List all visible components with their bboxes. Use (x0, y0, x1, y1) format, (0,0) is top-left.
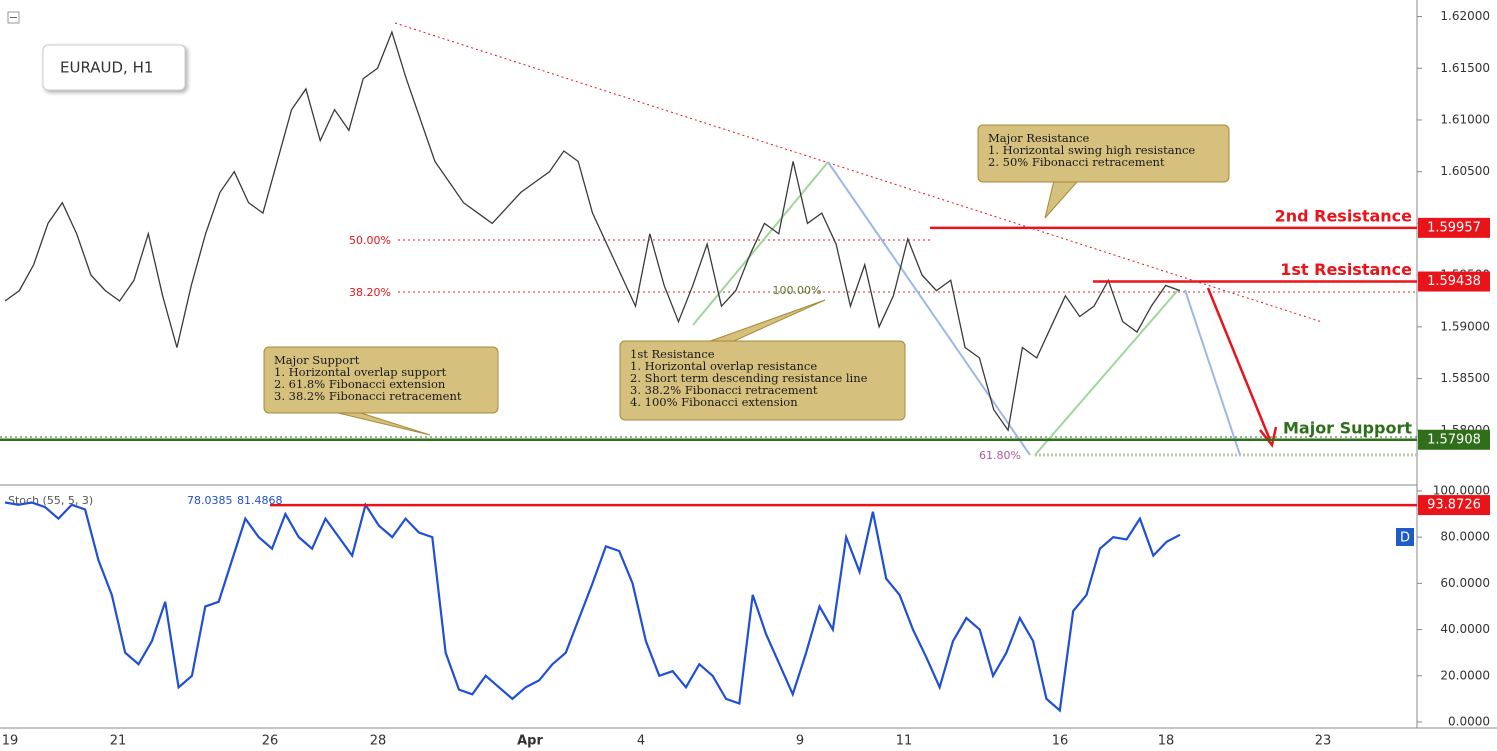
trend-line (394, 22, 1323, 323)
level-name: 1st Resistance (1280, 260, 1412, 279)
x-tick-label: 19 (2, 734, 19, 749)
y-tick-label: 20.0000 (1440, 668, 1490, 682)
x-tick-label: 4 (637, 734, 645, 749)
fib-label: 50.00% (349, 234, 391, 247)
callout-text: 1. Horizontal overlap support (274, 365, 447, 379)
y-tick-label: 1.61500 (1440, 61, 1490, 75)
fib-label: 38.20% (349, 286, 391, 299)
level-name: 2nd Resistance (1275, 206, 1413, 225)
y-tick-label: 1.61000 (1440, 112, 1490, 126)
callout-text: 1st Resistance (630, 347, 715, 361)
callout-box (263, 346, 499, 414)
x-tick-label: 26 (262, 734, 279, 749)
callout-text: Major Support (274, 353, 360, 367)
callout-text: 4. 100% Fibonacci extension (630, 395, 798, 409)
x-tick-label: 18 (1158, 734, 1175, 749)
x-tick-label: Apr (517, 734, 543, 749)
projection-arrow (1184, 289, 1241, 456)
forecast-arrow-head (1259, 426, 1278, 448)
series-line (4, 30, 1181, 432)
y-tick-label: 40.0000 (1440, 622, 1490, 636)
symbol-box (42, 44, 186, 91)
x-tick-label: 21 (110, 734, 127, 749)
x-tick-label: 11 (896, 734, 913, 749)
level-price-label: 1.59957 (1427, 220, 1481, 235)
fib-label: 61.80% (979, 449, 1021, 462)
x-tick-label: 28 (370, 734, 387, 749)
y-tick-label: 1.60500 (1440, 164, 1490, 178)
callout-text: 2. 50% Fibonacci retracement (988, 155, 1165, 169)
callout-text: Major Resistance (988, 131, 1090, 145)
indicator-readout: 78.0385 (187, 494, 233, 507)
interval-badge[interactable] (1396, 528, 1414, 546)
fib-label: 100.00% (773, 284, 822, 297)
y-tick-label: 1.59000 (1440, 319, 1490, 333)
callout-box (977, 124, 1230, 183)
callout-text: 2. 61.8% Fibonacci extension (274, 377, 446, 391)
level-name: Major Support (1283, 418, 1412, 437)
callout-text: 1. Horizontal swing high resistance (988, 143, 1195, 157)
x-tick-label: 23 (1315, 734, 1332, 749)
forecast-arrow (1206, 287, 1272, 441)
projection-arrow (1034, 289, 1179, 456)
x-tick-label: 9 (796, 734, 804, 749)
indicator-readout: 81.4868 (237, 494, 283, 507)
symbol-label: EURAUD, H1 (60, 59, 153, 77)
callout-box (619, 340, 906, 421)
level-price-box (1418, 495, 1490, 516)
y-tick-label: 0.0000 (1448, 714, 1490, 728)
callout-text: 1. Horizontal overlap resistance (630, 359, 817, 373)
callout-text: 3. 38.2% Fibonacci retracement (630, 383, 818, 397)
callout-text: 2. Short term descending resistance line (630, 371, 868, 385)
level-price-box (1418, 217, 1490, 238)
projection-arrow (827, 161, 1031, 456)
series-line (4, 501, 1181, 713)
y-tick-label: 80.0000 (1440, 530, 1490, 544)
level-price-label: 1.59438 (1427, 274, 1481, 289)
level-price-box (1418, 271, 1490, 292)
level-price-label: 1.57908 (1427, 432, 1481, 447)
callout-text: 3. 38.2% Fibonacci retracement (274, 389, 462, 403)
y-tick-label: 60.0000 (1440, 576, 1490, 590)
y-tick-label: 1.58500 (1440, 371, 1490, 385)
projection-arrow (692, 161, 829, 326)
level-price-label: 93.8726 (1427, 498, 1481, 513)
interval-badge-label: D (1400, 531, 1410, 546)
x-tick-label: 16 (1052, 734, 1069, 749)
y-tick-label: 100.0000 (1433, 483, 1490, 497)
y-tick-label: 1.62000 (1440, 9, 1490, 23)
level-price-box (1418, 429, 1490, 450)
